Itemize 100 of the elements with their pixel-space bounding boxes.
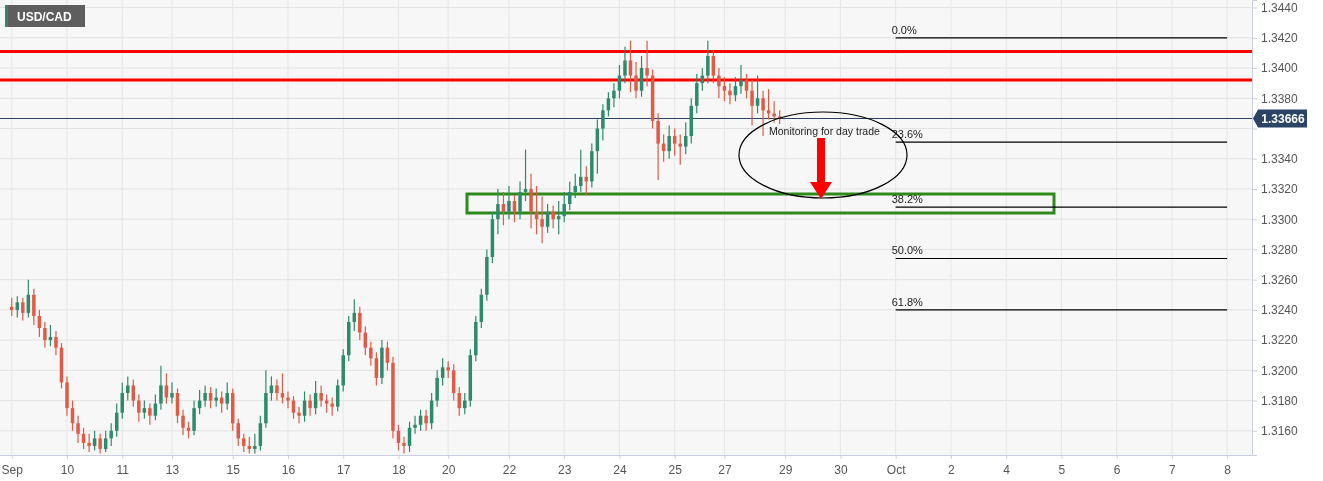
candlestick [159, 365, 163, 411]
candlestick [435, 369, 439, 408]
y-tick-label: 1.3240 [1261, 303, 1299, 318]
candlestick [540, 195, 544, 244]
candlestick [457, 386, 461, 417]
candlestick [628, 40, 633, 93]
candlestick [562, 191, 566, 223]
x-tick-label: 11 [116, 462, 130, 477]
y-tick-label: 1.3320 [1261, 182, 1299, 197]
x-tick-label: 7 [1169, 462, 1177, 477]
candlestick [612, 82, 616, 108]
candlestick [722, 76, 727, 102]
x-tick-label: 29 [779, 462, 793, 477]
candlestick [225, 381, 229, 411]
candlestick [181, 409, 185, 436]
candlestick [330, 396, 334, 417]
series-label: 0.0% [891, 23, 917, 36]
x-tick-label: 22 [502, 462, 517, 477]
x-tick-label: 27 [718, 462, 732, 477]
candlestick [92, 430, 97, 452]
x-tick-label: 24 [613, 462, 627, 477]
candlestick [755, 74, 760, 114]
candlestick [203, 384, 207, 408]
y-tick-label: 1.3380 [1261, 91, 1299, 106]
candlestick [76, 415, 80, 444]
candlestick [463, 392, 467, 415]
y-tick-label: 1.3180 [1261, 393, 1299, 408]
candlestick [529, 173, 533, 229]
candlestick [750, 79, 754, 127]
x-tick-label: 5 [1058, 462, 1066, 477]
candlestick [164, 372, 169, 405]
candlestick [32, 288, 36, 326]
candlestick [761, 90, 765, 137]
y-tick-label: 1.3200 [1261, 363, 1299, 378]
candlestick [15, 295, 20, 319]
candlestick [286, 390, 290, 409]
ref-line-label: 1.33666 [1261, 112, 1306, 127]
x-tick-label: 13 [165, 462, 180, 477]
x-tick-label: 16 [281, 462, 296, 477]
candlestick [369, 341, 373, 367]
candlestick [717, 67, 721, 99]
y-tick-label: 1.3300 [1261, 212, 1299, 227]
x-tick-label: 6 [1113, 462, 1121, 477]
candlestick [728, 82, 732, 105]
candlestick [496, 188, 500, 235]
x-tick-label: 2 [948, 462, 956, 477]
x-tick-label: 10 [60, 462, 75, 477]
candlestick [672, 127, 677, 157]
candlestick [319, 384, 323, 408]
x-tick-label: 20 [442, 462, 456, 477]
x-tick-label: 23 [558, 462, 572, 477]
candlestick [656, 112, 660, 181]
y-tick-label: 1.3400 [1261, 61, 1299, 76]
candlestick [601, 103, 605, 142]
candlestick [297, 406, 301, 424]
x-tick-label: 30 [834, 462, 848, 477]
candlestick [695, 73, 699, 114]
annotation: Monitoring for day trade [769, 125, 881, 137]
candlestick [308, 393, 312, 417]
candlestick [623, 46, 627, 84]
candlestick [579, 149, 583, 193]
candlestick [667, 124, 671, 160]
series-label: 38.2% [891, 193, 924, 206]
x-tick-label: 15 [226, 462, 241, 477]
candlestick [424, 409, 428, 432]
candlestick [518, 180, 522, 220]
y-tick-label: 1.3280 [1261, 242, 1299, 257]
candlestick [10, 297, 14, 317]
series-label: 50.0% [891, 244, 924, 257]
x-tick-label: 25 [668, 462, 683, 477]
x-tick-label: 4 [1003, 462, 1011, 477]
candlestick [402, 436, 406, 455]
candlestick [208, 386, 213, 409]
candlestick [21, 297, 25, 322]
y-tick-label: 1.3440 [1261, 0, 1299, 15]
candlestick [137, 393, 141, 423]
candlestick [148, 403, 152, 426]
x-tick-label: Sep [1, 462, 24, 477]
candlestick [253, 433, 257, 455]
candlestick [358, 306, 362, 341]
candlestick [551, 204, 555, 229]
candlestick [739, 64, 743, 95]
candlestick [170, 381, 174, 405]
candlestick [142, 399, 147, 420]
candlestick [98, 433, 102, 455]
x-tick-label: 18 [392, 462, 406, 477]
candlestick [706, 40, 710, 84]
y-tick-label: 1.3260 [1261, 272, 1299, 287]
candlestick [501, 191, 506, 226]
series-label: 61.8% [891, 295, 924, 308]
candlestick [634, 61, 638, 99]
x-tick-label: Oct [886, 462, 907, 477]
candlestick [645, 40, 649, 87]
candlestick [131, 378, 136, 408]
x-tick-label: 17 [337, 462, 351, 477]
candlestick [214, 387, 218, 408]
candlestick [54, 330, 58, 356]
text: USD/CAD [17, 10, 72, 24]
candlestick [87, 433, 91, 453]
candlestick [507, 185, 511, 220]
